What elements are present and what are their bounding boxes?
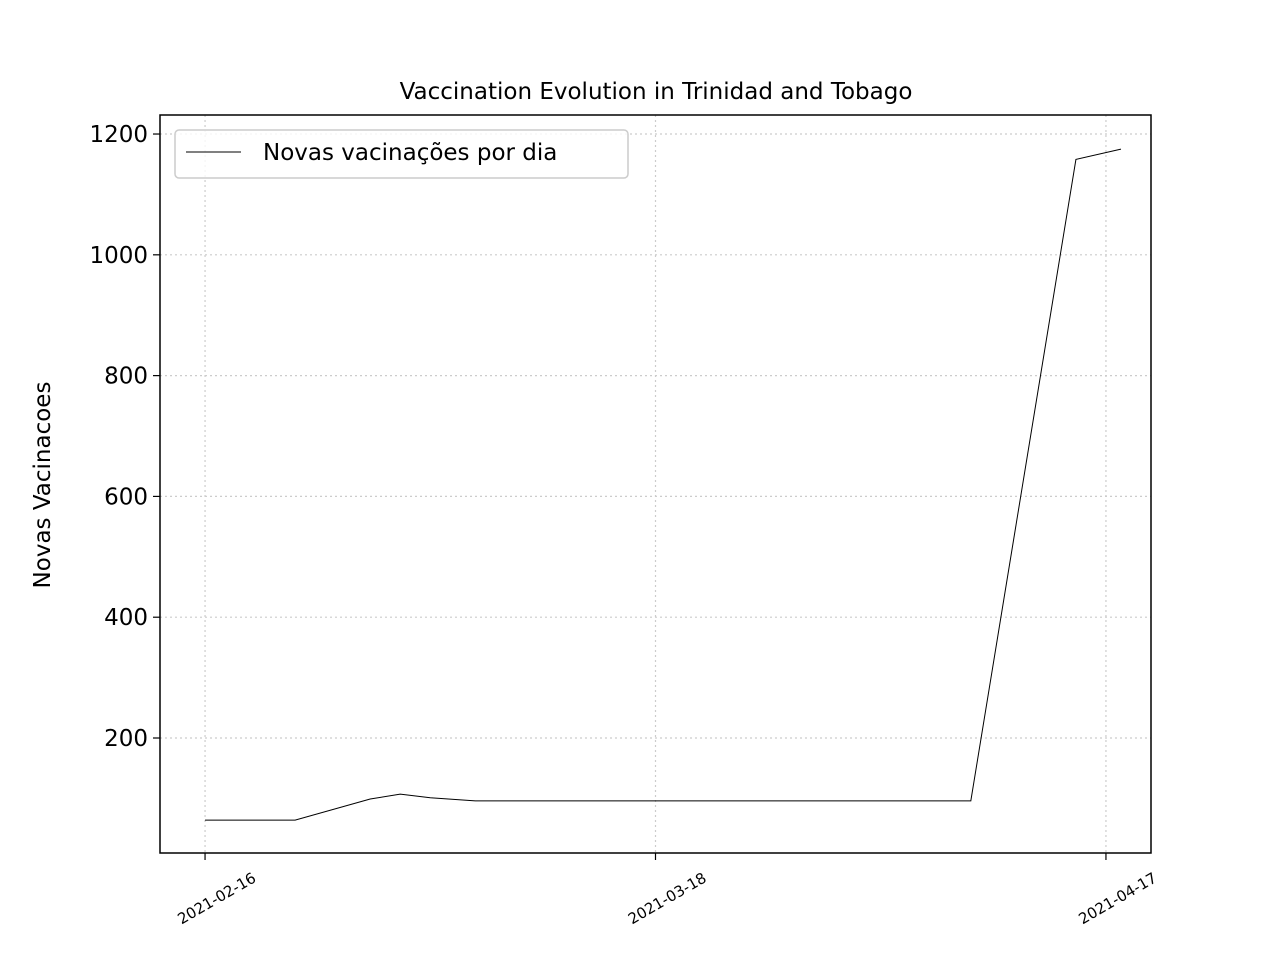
x-axis-label: Date bbox=[629, 958, 684, 960]
chart-title: Vaccination Evolution in Trinidad and To… bbox=[400, 79, 913, 105]
legend: Novas vacinações por dia bbox=[174, 129, 629, 179]
y-axis-label: Novas Vacinacoes bbox=[30, 382, 56, 589]
y-tick-label: 1000 bbox=[89, 243, 148, 269]
y-tick-label: 200 bbox=[104, 726, 148, 752]
y-tick-label: 1200 bbox=[89, 122, 148, 148]
plot-frame bbox=[159, 114, 1152, 854]
y-tick-label: 800 bbox=[104, 364, 148, 390]
legend-label: Novas vacinações por dia bbox=[263, 140, 557, 166]
y-tick-label: 600 bbox=[104, 484, 148, 510]
data-line bbox=[205, 148, 1122, 821]
y-tick-label: 400 bbox=[104, 605, 148, 631]
legend-box bbox=[174, 129, 629, 179]
